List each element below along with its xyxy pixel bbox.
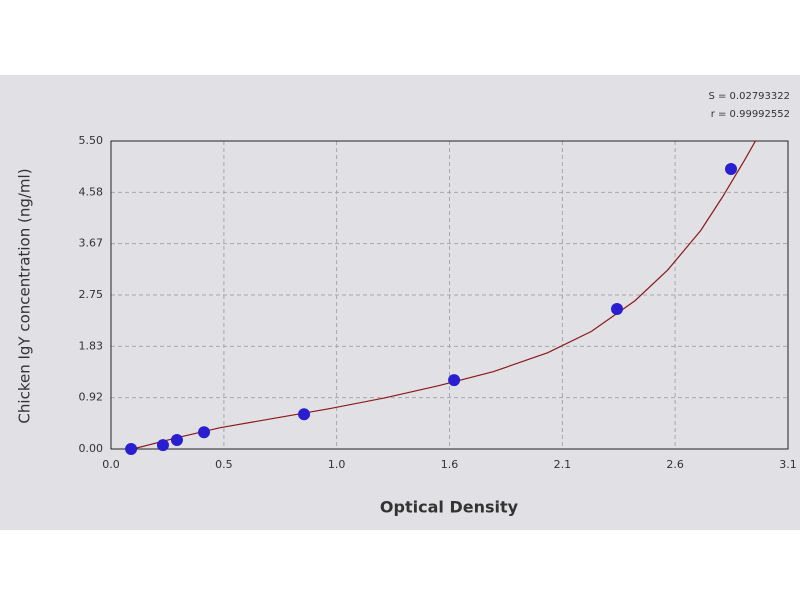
y-tick-label: 2.75	[79, 288, 104, 301]
x-tick-label: 0.0	[102, 458, 120, 471]
data-point	[448, 374, 461, 387]
y-tick-label: 4.58	[79, 185, 104, 198]
annotation: r = 0.99992552	[711, 109, 790, 120]
plot-frame	[110, 140, 789, 450]
x-tick-label: 1.0	[328, 458, 346, 471]
annotation: S = 0.02793322	[708, 91, 790, 102]
data-point	[725, 163, 738, 175]
x-tick-label: 0.5	[215, 458, 233, 471]
x-tick-label: 2.6	[666, 458, 684, 471]
y-tick-label: 0.92	[79, 391, 104, 404]
x-tick-label: 1.6	[441, 458, 459, 471]
y-axis-label: Chicken IgY concentration (ng/ml)	[16, 168, 34, 423]
data-point	[611, 303, 624, 315]
y-tick-label: 1.83	[79, 339, 104, 352]
y-tick-label: 3.67	[79, 237, 104, 250]
data-point	[156, 439, 169, 452]
plot-area	[132, 141, 757, 449]
data-point	[298, 408, 311, 421]
data-point	[170, 434, 183, 447]
data-point	[198, 426, 211, 439]
fit-curve	[132, 141, 757, 449]
x-tick-label: 2.1	[554, 458, 572, 471]
x-axis-label: Optical Density	[380, 498, 519, 517]
y-tick-label: 0.00	[79, 442, 104, 455]
data-point	[125, 443, 138, 455]
x-tick-label: 3.1	[779, 458, 797, 471]
y-tick-label: 5.50	[79, 134, 104, 147]
